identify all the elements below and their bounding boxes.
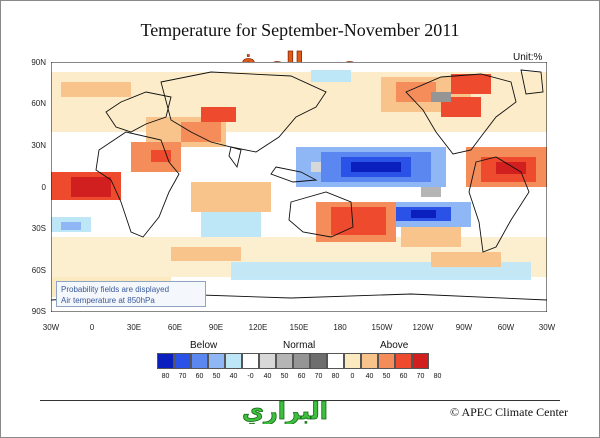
legend-swatch <box>361 353 378 369</box>
temperature-map <box>51 62 547 312</box>
lat-label-0: 0 <box>41 183 46 192</box>
legend-value-label: 40 <box>263 373 272 380</box>
legend-value-label: 70 <box>178 373 187 380</box>
legend-swatch <box>378 353 395 369</box>
lon-label-120e: 120E <box>248 323 268 332</box>
legend-swatch <box>225 353 242 369</box>
lat-label-90s: 90S <box>31 307 46 316</box>
legend-normal-label: Normal <box>283 340 316 351</box>
lon-label-30w-right: 30W <box>538 323 556 332</box>
credit-text: © APEC Climate Center <box>450 405 569 419</box>
legend-value-label: 0 <box>350 373 355 380</box>
lat-label-30s: 30S <box>31 224 46 233</box>
lon-label-90w: 90W <box>455 323 473 332</box>
lon-label-60w: 60W <box>497 323 515 332</box>
legend-value-label: 60 <box>195 373 204 380</box>
unit-label: Unit:% <box>513 52 543 63</box>
legend-value-label: 60 <box>297 373 306 380</box>
map-note-line2: Air temperature at 850hPa <box>61 296 155 305</box>
lon-label-30e: 30E <box>126 323 142 332</box>
legend-value-label: 40 <box>365 373 374 380</box>
legend-swatch <box>395 353 412 369</box>
legend-value-label: 50 <box>382 373 391 380</box>
legend-swatch <box>242 353 259 369</box>
watermark-bottom: البراري <box>242 397 329 424</box>
footer-rule <box>40 400 560 401</box>
lon-label-30w-left: 30W <box>42 323 60 332</box>
legend-swatch <box>293 353 310 369</box>
legend-value-label: 70 <box>416 373 425 380</box>
legend-value-label: 80 <box>433 373 442 380</box>
legend-color-bar <box>157 353 429 370</box>
legend-value-label: 80 <box>161 373 170 380</box>
legend-swatch <box>327 353 344 369</box>
lon-label-180: 180 <box>333 323 347 332</box>
legend-swatch <box>344 353 361 369</box>
lat-label-90n: 90N <box>31 58 46 67</box>
lat-label-60n: 60N <box>31 99 46 108</box>
legend-swatch <box>310 353 327 369</box>
watermark-bottom-text: البراري <box>242 397 328 424</box>
lon-label-150w: 150W <box>371 323 393 332</box>
lon-label-90e: 90E <box>208 323 224 332</box>
legend-value-label: -0 <box>247 373 254 380</box>
legend-value-labels: 80 70 60 50 40 -0 40 50 60 70 80 0 40 50 60 70 80 <box>157 373 446 380</box>
legend-swatch <box>276 353 293 369</box>
legend-value-label: 70 <box>314 373 323 380</box>
page-title: Temperature for September-November 2011 <box>140 20 460 40</box>
lat-label-60s: 60S <box>31 266 46 275</box>
legend-swatch <box>412 353 429 369</box>
legend-swatch <box>191 353 208 369</box>
legend-value-label: 60 <box>399 373 408 380</box>
legend-value-label: 50 <box>280 373 289 380</box>
legend-value-label: 80 <box>331 373 340 380</box>
legend-swatch <box>157 353 174 369</box>
legend-swatch <box>259 353 276 369</box>
legend-above-label: Above <box>380 340 409 351</box>
legend-value-label: 50 <box>212 373 221 380</box>
lat-label-30n: 30N <box>31 141 46 150</box>
lon-label-120w: 120W <box>412 323 434 332</box>
lon-label-60e: 60E <box>167 323 183 332</box>
lon-label-150e: 150E <box>289 323 309 332</box>
legend-swatch <box>208 353 225 369</box>
map-note-line1: Probability fields are displayed <box>61 285 170 294</box>
legend-swatch <box>174 353 191 369</box>
lon-label-0: 0 <box>89 323 95 332</box>
legend-value-label: 40 <box>229 373 238 380</box>
legend-below-label: Below <box>190 340 218 351</box>
map-note: Probability fields are displayed Air tem… <box>56 281 206 307</box>
